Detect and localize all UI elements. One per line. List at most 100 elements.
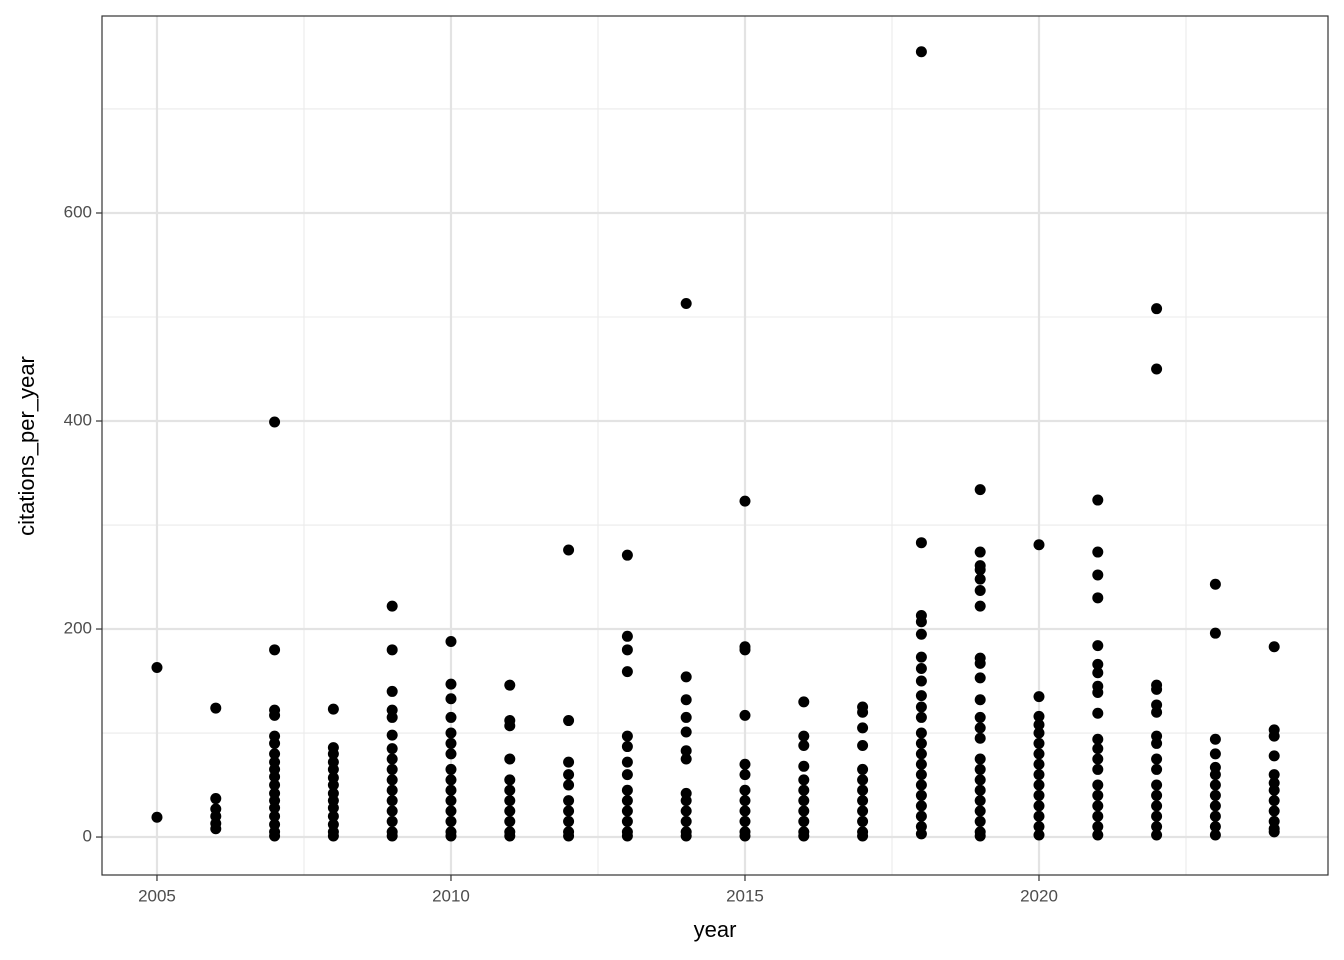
point — [798, 830, 810, 842]
point — [563, 805, 575, 817]
point — [915, 758, 927, 770]
point — [621, 630, 633, 642]
point — [680, 297, 692, 309]
point — [445, 774, 457, 786]
point — [1151, 737, 1163, 749]
point — [269, 709, 281, 721]
point — [504, 720, 516, 732]
point — [327, 748, 339, 760]
x-tick-label: 2015 — [726, 886, 764, 905]
point — [386, 805, 398, 817]
y-tick-label: 400 — [64, 410, 92, 429]
point — [974, 564, 986, 576]
point — [1268, 826, 1280, 838]
point — [621, 784, 633, 796]
point — [1092, 743, 1104, 755]
point — [915, 779, 927, 791]
point — [1209, 821, 1221, 833]
point — [386, 815, 398, 827]
point — [1092, 779, 1104, 791]
point — [1209, 829, 1221, 841]
point — [974, 815, 986, 827]
point — [739, 784, 751, 796]
point — [445, 678, 457, 690]
point — [915, 701, 927, 713]
point — [680, 694, 692, 706]
point — [680, 815, 692, 827]
point — [504, 815, 516, 827]
point — [798, 795, 810, 807]
x-tick-label: 2010 — [432, 886, 470, 905]
point — [974, 774, 986, 786]
point — [445, 763, 457, 775]
point — [857, 763, 869, 775]
point — [563, 795, 575, 807]
point — [1033, 800, 1045, 812]
point — [445, 711, 457, 723]
point — [857, 774, 869, 786]
point — [504, 679, 516, 691]
point — [974, 763, 986, 775]
point — [680, 745, 692, 757]
point — [621, 666, 633, 678]
point — [915, 769, 927, 781]
point — [974, 573, 986, 585]
point — [915, 651, 927, 663]
point — [563, 756, 575, 768]
point — [739, 709, 751, 721]
point — [621, 644, 633, 656]
points — [151, 46, 1280, 842]
point — [1151, 683, 1163, 695]
point — [1092, 592, 1104, 604]
point — [739, 495, 751, 507]
point — [563, 769, 575, 781]
point — [621, 730, 633, 742]
point — [386, 729, 398, 741]
point — [1151, 753, 1163, 765]
point — [1268, 769, 1280, 781]
point — [1209, 769, 1221, 781]
point — [1151, 706, 1163, 718]
point — [974, 484, 986, 496]
point — [857, 815, 869, 827]
point — [1151, 789, 1163, 801]
point — [739, 758, 751, 770]
point — [1209, 789, 1221, 801]
point — [1151, 763, 1163, 775]
point — [563, 815, 575, 827]
point — [621, 830, 633, 842]
point — [857, 805, 869, 817]
point — [445, 737, 457, 749]
point — [680, 805, 692, 817]
point — [857, 706, 869, 718]
point — [1033, 710, 1045, 722]
point — [974, 722, 986, 734]
point — [739, 805, 751, 817]
point — [1151, 800, 1163, 812]
point — [798, 784, 810, 796]
point — [621, 805, 633, 817]
point — [1151, 821, 1163, 833]
point — [680, 753, 692, 765]
point — [386, 763, 398, 775]
point — [504, 795, 516, 807]
point — [1209, 810, 1221, 822]
point — [1033, 539, 1045, 551]
point — [327, 802, 339, 814]
point — [563, 779, 575, 791]
point — [269, 771, 281, 783]
point — [1092, 753, 1104, 765]
x-axis-title: year — [694, 917, 737, 942]
point — [386, 644, 398, 656]
point — [445, 830, 457, 842]
point — [1033, 727, 1045, 739]
point — [621, 795, 633, 807]
point — [739, 644, 751, 656]
point — [386, 685, 398, 697]
point — [798, 730, 810, 742]
point — [915, 800, 927, 812]
point — [269, 737, 281, 749]
point — [915, 537, 927, 549]
point — [680, 671, 692, 683]
